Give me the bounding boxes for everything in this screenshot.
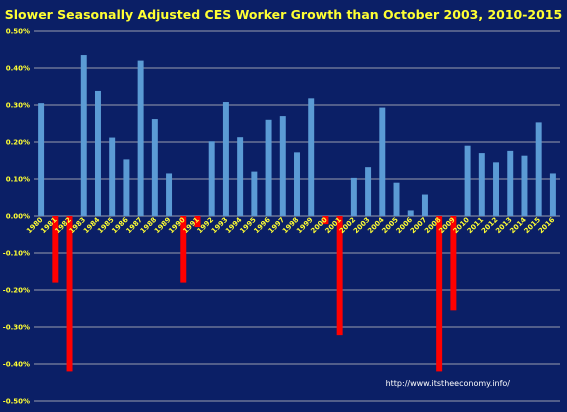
bar-1984 xyxy=(94,90,101,216)
bar-2005 xyxy=(393,182,400,216)
bar-1982 xyxy=(66,216,73,372)
bar-1996 xyxy=(265,119,272,216)
y-tick-label: 0.20% xyxy=(6,139,30,147)
bar-1985 xyxy=(109,137,116,216)
bar-1997 xyxy=(279,116,286,216)
bars xyxy=(38,55,556,372)
bar-1991 xyxy=(194,216,201,228)
bar-2002 xyxy=(350,177,357,216)
y-tick-label: 0.50% xyxy=(6,28,30,36)
source-annotation: http://www.itstheeconomy.info/ xyxy=(386,379,511,388)
bar-2008 xyxy=(436,216,443,372)
bar-2011 xyxy=(478,153,485,216)
bar-2009 xyxy=(450,216,457,311)
x-tick-label: 2016 xyxy=(537,216,557,236)
bar-2016 xyxy=(549,173,556,216)
y-tick-label: -0.50% xyxy=(3,398,30,406)
bar-1988 xyxy=(151,119,158,216)
bar-1992 xyxy=(208,141,215,216)
bar-1986 xyxy=(123,159,130,216)
bar-2014 xyxy=(521,155,528,216)
y-tick-label: 0.10% xyxy=(6,176,30,184)
y-axis-ticks: -0.50% -0.40% -0.30% -0.20% -0.10% 0.00% 0.10%… xyxy=(3,28,30,406)
bar-1981 xyxy=(52,216,59,283)
bar-2015 xyxy=(535,122,542,216)
bar-1995 xyxy=(251,171,258,216)
bar-1989 xyxy=(166,173,173,216)
bar-2001 xyxy=(336,216,343,336)
y-tick-label: 0.00% xyxy=(6,213,30,221)
bar-2012 xyxy=(493,162,500,216)
bar-1993 xyxy=(222,102,229,216)
x-axis-ticks: 1980198119821983198419851986198719881989… xyxy=(25,216,556,236)
chart-title: Slower Seasonally Adjusted CES Worker Gr… xyxy=(4,7,563,22)
bar-2007 xyxy=(421,194,428,216)
grid-lines xyxy=(34,30,560,402)
y-tick-label: -0.30% xyxy=(3,324,30,332)
y-tick-label: 0.40% xyxy=(6,65,30,73)
bar-1983 xyxy=(80,55,87,216)
bar-1998 xyxy=(294,152,300,216)
y-tick-label: -0.20% xyxy=(3,287,30,295)
bar-2010 xyxy=(464,145,471,216)
bar-2006 xyxy=(407,210,414,216)
bar-2004 xyxy=(379,107,386,216)
y-tick-label: -0.40% xyxy=(3,361,30,369)
bar-1999 xyxy=(308,98,315,216)
bar-1980 xyxy=(38,103,45,216)
bar-1994 xyxy=(237,137,244,216)
bar-2003 xyxy=(365,167,372,216)
y-tick-label: 0.30% xyxy=(6,102,30,110)
bar-2000 xyxy=(322,216,329,225)
bar-2013 xyxy=(507,150,514,216)
bar-1990 xyxy=(180,216,187,283)
bar-1987 xyxy=(137,60,144,216)
y-tick-label: -0.10% xyxy=(3,250,30,258)
